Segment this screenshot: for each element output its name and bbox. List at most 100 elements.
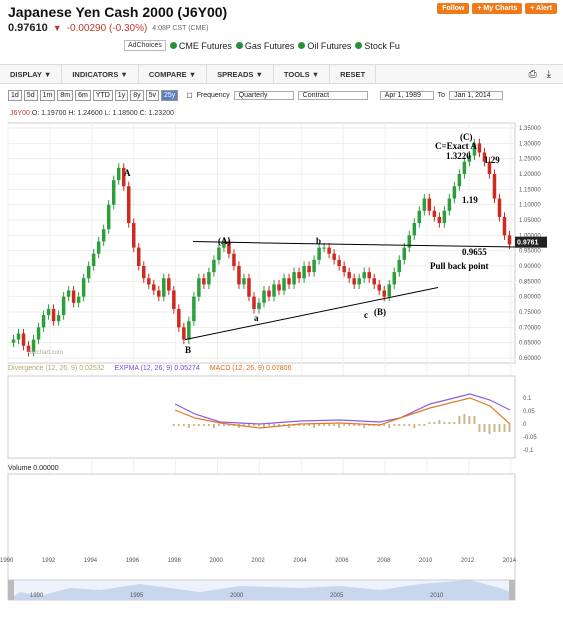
candle-body: [402, 247, 407, 260]
range-6m[interactable]: 6m: [75, 90, 91, 101]
menu-compare[interactable]: COMPARE ▼: [139, 65, 208, 83]
printer-icon[interactable]: ⎙: [528, 68, 537, 80]
candle-body: [232, 253, 236, 266]
my-charts-button[interactable]: + My Charts: [472, 3, 523, 14]
candle-body: [392, 272, 397, 285]
navigator-handle-right: [509, 580, 515, 600]
x-tick-label: 2012: [461, 558, 475, 564]
watermark: barchart.com: [28, 350, 63, 356]
divergence-bar: [303, 424, 306, 426]
divergence-bar: [348, 424, 351, 426]
menu-display[interactable]: DISPLAY ▼: [0, 65, 63, 83]
price-chart[interactable]: 1.35000 1.30000 1.25000 1.20000 1.15000 1.100…: [0, 118, 563, 617]
candle-body: [207, 272, 211, 285]
candle-body: [342, 266, 346, 273]
range-1d[interactable]: 1d: [8, 90, 22, 101]
candle-body: [172, 290, 176, 309]
menu-indicators[interactable]: INDICATORS ▼: [62, 65, 139, 83]
candle-body: [91, 253, 96, 266]
candle-body: [507, 235, 512, 245]
divergence-bar: [433, 422, 436, 424]
range-8y[interactable]: 8y: [130, 90, 144, 101]
candle-body: [71, 290, 76, 303]
divergence-bar: [413, 424, 416, 428]
candle-body: [242, 278, 246, 285]
menu-tools[interactable]: TOOLS ▼: [274, 65, 331, 83]
candle-body: [472, 143, 477, 156]
divergence-bar: [308, 424, 311, 426]
candle-body: [312, 259, 316, 273]
annotation-small-b: b: [316, 236, 321, 246]
candle-body: [167, 278, 171, 291]
range-ytd[interactable]: YTD: [92, 90, 113, 101]
ad-gas-futures[interactable]: Gas Futures: [235, 40, 294, 51]
candle-body: [247, 278, 251, 297]
range-bar: 1d 5d 1m 8m 6m YTD 1y 8y 5v 25y ☐ Freque…: [8, 90, 504, 101]
candle-body: [101, 229, 106, 242]
annotation-c-exact: C=Exact A: [435, 141, 477, 151]
menu-spreads[interactable]: SPREADS ▼: [207, 65, 274, 83]
candle-body: [152, 284, 156, 291]
candle-body: [362, 272, 366, 279]
ad-oil-futures[interactable]: Oil Futures: [298, 40, 351, 51]
candle-body: [302, 266, 306, 279]
ad-cme-futures[interactable]: CME Futures: [169, 40, 232, 51]
frequency-select[interactable]: Quarterly: [233, 91, 294, 100]
range-25y[interactable]: 25y: [161, 90, 179, 101]
range-5v[interactable]: 5v: [145, 90, 160, 101]
divergence-bar: [493, 424, 496, 432]
arrow-circle-icon: [235, 42, 243, 49]
contract-select[interactable]: Contract: [297, 91, 368, 100]
candle-body: [106, 204, 111, 230]
menu-reset[interactable]: RESET: [330, 65, 377, 83]
divergence-bar: [257, 424, 260, 426]
alert-button[interactable]: + Alert: [525, 3, 557, 14]
divergence-bar: [338, 424, 341, 428]
divergence-bar: [222, 424, 225, 426]
candle-body: [367, 272, 371, 279]
candle-body: [437, 216, 442, 224]
candle-body: [81, 278, 86, 297]
from-date-input[interactable]: Apr 1, 1989: [379, 91, 434, 100]
range-8m[interactable]: 8m: [57, 90, 74, 101]
navigator-handle-left: [8, 580, 14, 600]
trendline-upper-a: [192, 240, 266, 244]
candle-body: [187, 321, 191, 340]
ohlc-values: O: 1.19700 H: 1.24600 L: 1.18500 C: 1.23…: [31, 110, 174, 117]
divergence-bar: [483, 424, 486, 432]
x-tick-label: 1990: [0, 558, 14, 564]
candle-body: [142, 266, 146, 279]
macd-tick-label: -0.1: [523, 448, 534, 454]
range-5d[interactable]: 5d: [23, 90, 38, 101]
divergence-bar: [473, 416, 476, 424]
candle-body: [442, 210, 447, 224]
annotation-small-a: a: [254, 313, 259, 323]
candle-body: [327, 247, 331, 254]
to-date-input[interactable]: Jan 1, 2014: [449, 91, 504, 100]
annotation-paren-a: (A): [218, 236, 231, 246]
ad-stock-futures[interactable]: Stock Fu: [355, 40, 400, 51]
annotation-13220: 1.3220: [446, 151, 471, 161]
annotation-09655: 0.9655: [462, 247, 487, 257]
candle-body: [116, 167, 121, 181]
x-tick-label: 2010: [419, 558, 433, 564]
candle-body: [477, 143, 482, 153]
candle-body: [397, 259, 402, 273]
download-icon[interactable]: ⤓: [546, 68, 551, 80]
follow-button[interactable]: Follow: [437, 3, 470, 14]
divergence-bar: [388, 424, 391, 428]
frequency-checkbox[interactable]: ☐: [186, 92, 193, 100]
divergence-bar: [323, 424, 326, 426]
divergence-bar: [268, 424, 271, 426]
menu-label: TOOLS: [283, 69, 310, 79]
macd-tick-label: 0.1: [523, 396, 532, 402]
range-1m[interactable]: 1m: [39, 90, 56, 101]
range-1y[interactable]: 1y: [114, 90, 129, 101]
candle-body: [11, 339, 16, 343]
divergence-bar: [212, 424, 215, 428]
adchoices-badge[interactable]: AdChoices: [124, 40, 166, 51]
divergence-bar: [443, 422, 446, 424]
y-tick-label: 0.80000: [519, 295, 541, 301]
candle-body: [46, 308, 51, 316]
candle-body: [177, 308, 181, 328]
